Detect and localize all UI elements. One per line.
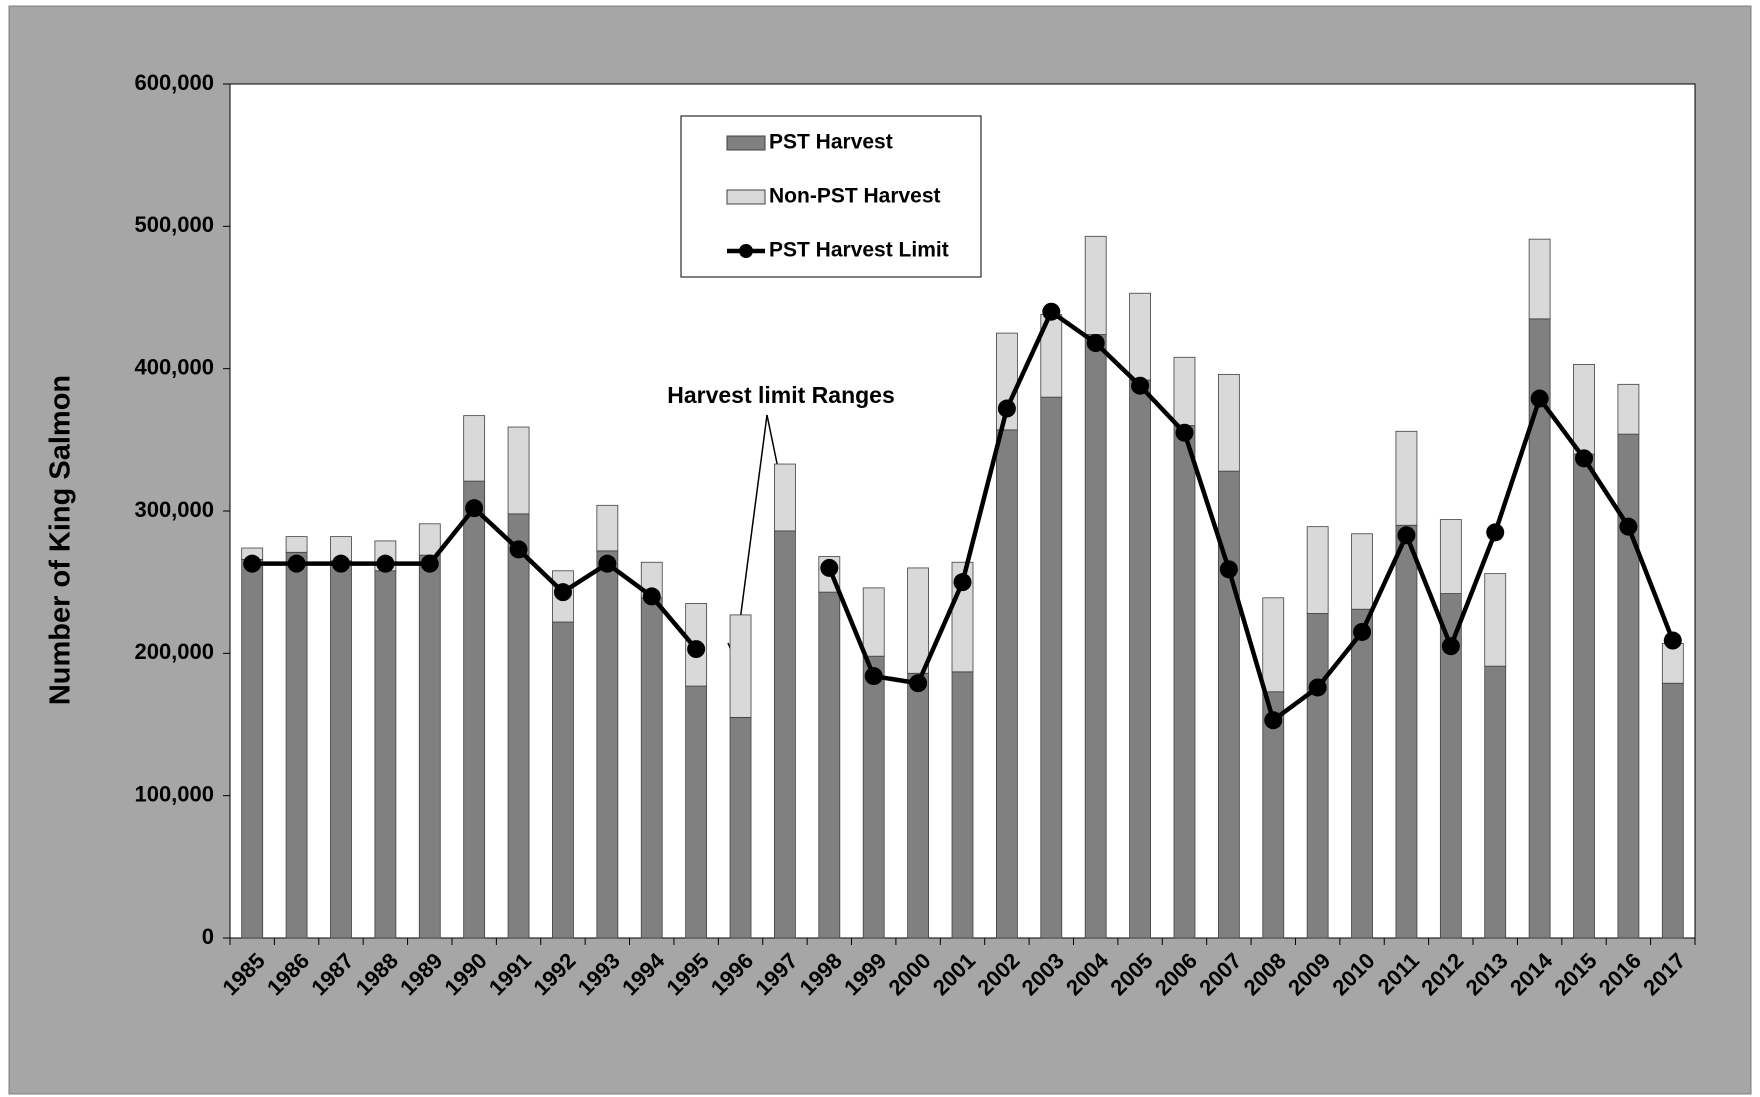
bar — [1173, 425, 1196, 939]
bar — [418, 554, 441, 939]
line-point — [1663, 631, 1682, 650]
bar — [330, 560, 352, 939]
bar — [1351, 533, 1373, 610]
line-point — [1086, 334, 1105, 353]
line-point — [1575, 449, 1594, 468]
line-point — [1353, 622, 1372, 641]
y-tick-label: 200,000 — [134, 639, 214, 664]
line-point — [864, 667, 883, 686]
bar — [285, 551, 308, 939]
bar — [1617, 433, 1640, 939]
legend-swatch — [726, 135, 766, 151]
legend-label: PST Harvest — [769, 131, 893, 154]
bar — [1573, 363, 1595, 455]
y-tick-label: 500,000 — [134, 212, 214, 237]
y-axis-title: Number of King Salmon — [45, 375, 77, 705]
bar — [463, 415, 486, 482]
line-point — [287, 554, 306, 573]
bar — [1040, 396, 1063, 939]
bar — [463, 480, 486, 939]
line-point — [1264, 711, 1283, 730]
line-point — [1619, 517, 1638, 536]
bar — [1129, 379, 1151, 939]
line-point — [1308, 678, 1327, 697]
line-point — [953, 573, 972, 592]
line-point — [420, 554, 439, 573]
y-tick-label: 0 — [202, 924, 214, 949]
bar — [1573, 453, 1595, 939]
bar — [1528, 238, 1551, 320]
bar — [774, 530, 796, 939]
legend-label: Non-PST Harvest — [769, 185, 941, 208]
legend-label: PST Harvest Limit — [769, 239, 949, 262]
legend: PST Harvest Non-PST Harvest PST Harvest Li… — [680, 115, 982, 278]
line-point — [1042, 302, 1061, 321]
bar — [1395, 430, 1418, 526]
bar — [1173, 356, 1196, 426]
bar — [818, 591, 841, 939]
bar — [1129, 292, 1151, 381]
legend-swatch — [726, 189, 766, 205]
line-point — [1530, 389, 1549, 408]
line-point — [1175, 423, 1194, 442]
bar — [1306, 526, 1329, 614]
line-point — [1397, 526, 1416, 545]
bar — [995, 429, 1018, 939]
line-point — [331, 554, 350, 573]
bar — [507, 426, 530, 515]
bar — [951, 671, 974, 939]
annotation: Harvest limit Ranges — [667, 382, 895, 408]
y-tick-label: 100,000 — [134, 781, 214, 806]
bar — [729, 716, 752, 939]
bar — [1084, 334, 1107, 939]
bar — [285, 536, 308, 553]
line-point — [465, 499, 484, 518]
line-point — [243, 554, 262, 573]
bar — [241, 558, 264, 939]
bar — [862, 655, 885, 939]
line-point — [598, 554, 617, 573]
y-tick-label: 400,000 — [134, 354, 214, 379]
line-point — [642, 587, 661, 606]
line-point — [1441, 637, 1460, 656]
line-point — [997, 399, 1016, 418]
bar — [374, 570, 397, 939]
bar — [640, 597, 663, 939]
y-tick-label: 300,000 — [134, 497, 214, 522]
bar — [1439, 519, 1462, 594]
bar — [907, 567, 930, 674]
bar — [1084, 235, 1107, 335]
bar — [1617, 383, 1640, 435]
line-point — [376, 554, 395, 573]
bar — [729, 614, 752, 718]
bar — [418, 523, 441, 556]
line-point — [687, 640, 706, 659]
bar — [862, 587, 885, 657]
line-point — [509, 540, 528, 559]
bar — [1262, 597, 1285, 693]
bar — [552, 621, 574, 939]
legend-swatch — [739, 244, 753, 258]
bar — [1484, 665, 1507, 939]
bar — [596, 504, 619, 552]
bar — [1351, 608, 1373, 939]
line-point — [1486, 523, 1505, 542]
bar — [774, 463, 796, 532]
y-tick-label: 600,000 — [134, 70, 214, 95]
line-point — [1131, 376, 1150, 395]
bar — [685, 685, 708, 939]
line-point — [909, 674, 928, 693]
bar — [907, 672, 930, 939]
line-point — [553, 583, 572, 602]
bar — [1395, 524, 1418, 939]
bar — [507, 513, 530, 939]
bar — [1661, 682, 1684, 939]
bar — [1217, 373, 1240, 472]
bar — [596, 550, 619, 939]
line-point — [1219, 560, 1238, 579]
bar — [1484, 573, 1507, 667]
line-point — [820, 558, 839, 577]
bar — [1306, 613, 1329, 939]
